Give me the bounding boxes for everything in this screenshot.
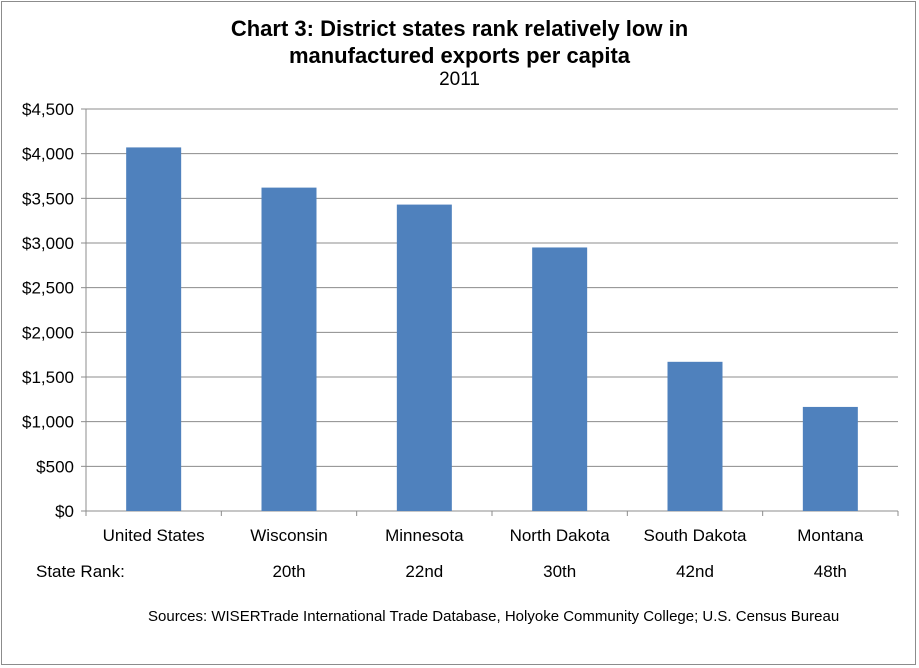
y-tick-label: $500 [36, 457, 74, 476]
y-tick-label: $1,500 [22, 368, 74, 387]
bar [802, 406, 858, 511]
y-tick-label: $3,500 [22, 189, 74, 208]
y-tick-label: $2,000 [22, 323, 74, 342]
x-category-label: North Dakota [510, 526, 611, 545]
bar [667, 361, 723, 511]
x-category-label: South Dakota [643, 526, 747, 545]
chart-subtitle: 2011 [439, 69, 480, 90]
bar [126, 147, 182, 511]
y-tick-label: $0 [55, 502, 74, 521]
chart-title-line-1: Chart 3: District states rank relatively… [230, 16, 689, 41]
state-rank-label: 20th [272, 562, 305, 581]
chart-title-line-2: manufactured exports per capita [288, 43, 631, 68]
state-rank-label: 30th [543, 562, 576, 581]
x-category-label: Minnesota [385, 526, 464, 545]
y-tick-label: $4,000 [22, 145, 74, 164]
x-category-label: Montana [797, 526, 864, 545]
state-rank-label: 22nd [405, 562, 443, 581]
state-rank-caption: State Rank: [36, 562, 125, 581]
bar [261, 187, 317, 511]
state-rank-label: 42nd [676, 562, 714, 581]
chart-title: Chart 3: District states rank relatively… [0, 15, 919, 91]
x-category-label: Wisconsin [250, 526, 327, 545]
y-tick-label: $4,500 [22, 100, 74, 119]
y-tick-label: $1,000 [22, 413, 74, 432]
bar [396, 204, 452, 511]
bar [532, 247, 588, 511]
source-note: Sources: WISERTrade International Trade … [148, 608, 840, 625]
y-tick-label: $3,000 [22, 234, 74, 253]
x-category-label: United States [103, 526, 205, 545]
y-tick-label: $2,500 [22, 279, 74, 298]
state-rank-label: 48th [814, 562, 847, 581]
